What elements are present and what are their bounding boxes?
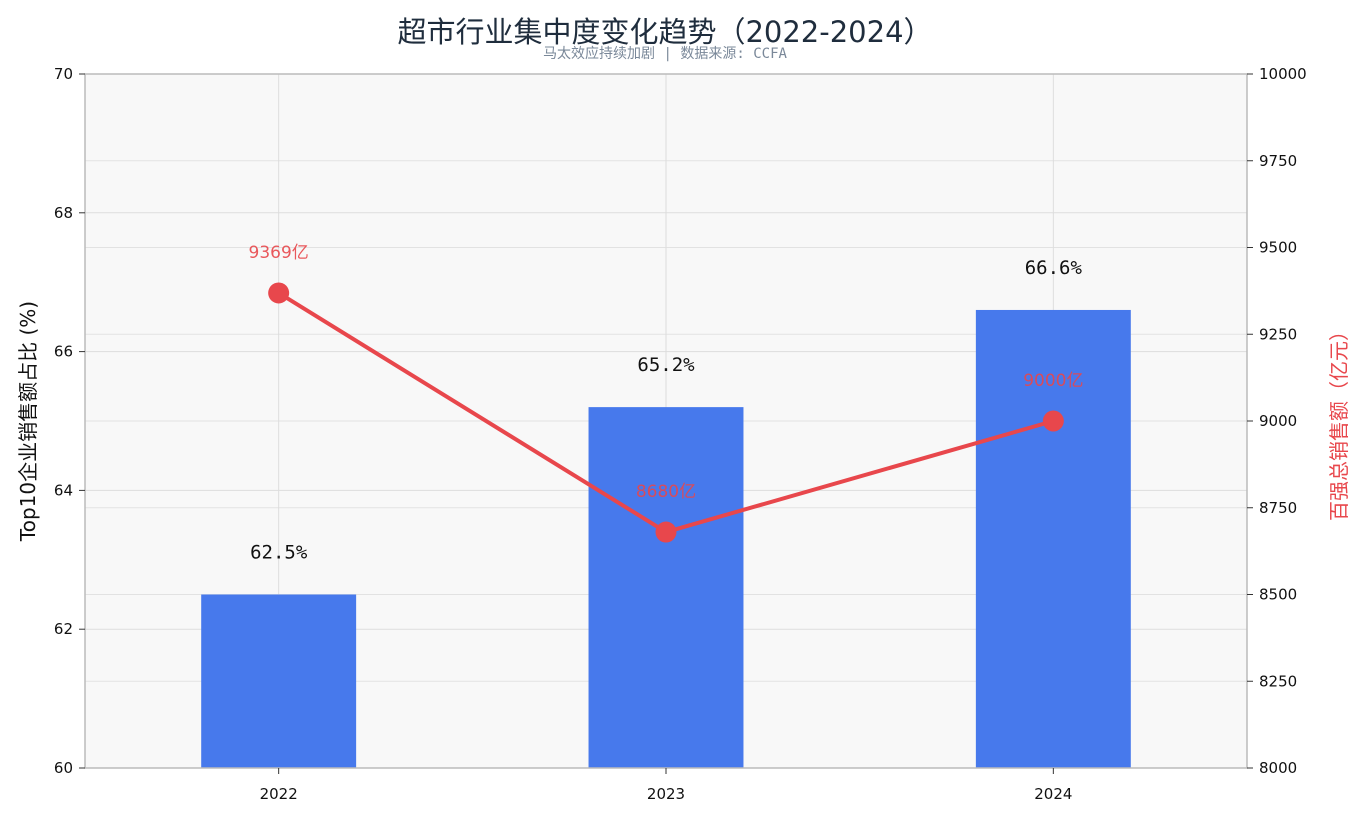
bar-value-label: 62.5% (250, 542, 308, 564)
y-tick-label: 64 (54, 481, 73, 499)
data-labels: 62.5% 65.2% 66.6% 9369亿 8680亿 9000亿 (249, 243, 1084, 564)
y2-tick-label: 8500 (1259, 586, 1297, 604)
y-tick-label: 60 (54, 759, 73, 777)
y2-tick-label: 8250 (1259, 672, 1297, 690)
line-point (268, 282, 290, 304)
y2-tick-label: 8000 (1259, 759, 1297, 777)
bar-value-label: 65.2% (637, 354, 695, 376)
bar (588, 407, 744, 768)
bar-value-label: 66.6% (1025, 257, 1083, 279)
x-tick-label: 2024 (1034, 785, 1072, 803)
y-tick-label: 66 (54, 343, 73, 361)
y2-axis-label: 百强总销售额（亿元） (1327, 321, 1351, 521)
line-value-label: 9000亿 (1023, 371, 1083, 391)
bar (975, 309, 1131, 768)
y2-tick-label: 9250 (1259, 325, 1297, 343)
bar-series (201, 309, 1131, 768)
line-value-label: 9369亿 (249, 243, 309, 263)
y-tick-label: 68 (54, 204, 73, 222)
x-tick-label: 2022 (260, 785, 298, 803)
y2-tick-label: 10000 (1259, 65, 1307, 83)
y2-tick-label: 8750 (1259, 499, 1297, 517)
chart-subtitle: 马太效应持续加剧 | 数据来源: CCFA (543, 45, 787, 62)
line-series (268, 282, 1064, 543)
y2-tick-label: 9750 (1259, 152, 1297, 170)
y2-tick-label: 9500 (1259, 239, 1297, 257)
x-tick-label: 2023 (647, 785, 685, 803)
line-point (1042, 410, 1064, 432)
y-tick-label: 70 (54, 65, 73, 83)
y-tick-label: 62 (54, 620, 73, 638)
line-point (655, 521, 677, 543)
bar (201, 594, 357, 768)
chart-title: 超市行业集中度变化趋势（2022-2024） (397, 15, 932, 49)
tick-labels: 60 62 64 66 68 70 8000 8250 8500 8750 9000 9250 9500… (54, 65, 1307, 803)
y-axis-label: Top10企业销售额占比 (%) (16, 301, 40, 542)
y2-tick-label: 9000 (1259, 412, 1297, 430)
line-value-label: 8680亿 (636, 482, 696, 502)
